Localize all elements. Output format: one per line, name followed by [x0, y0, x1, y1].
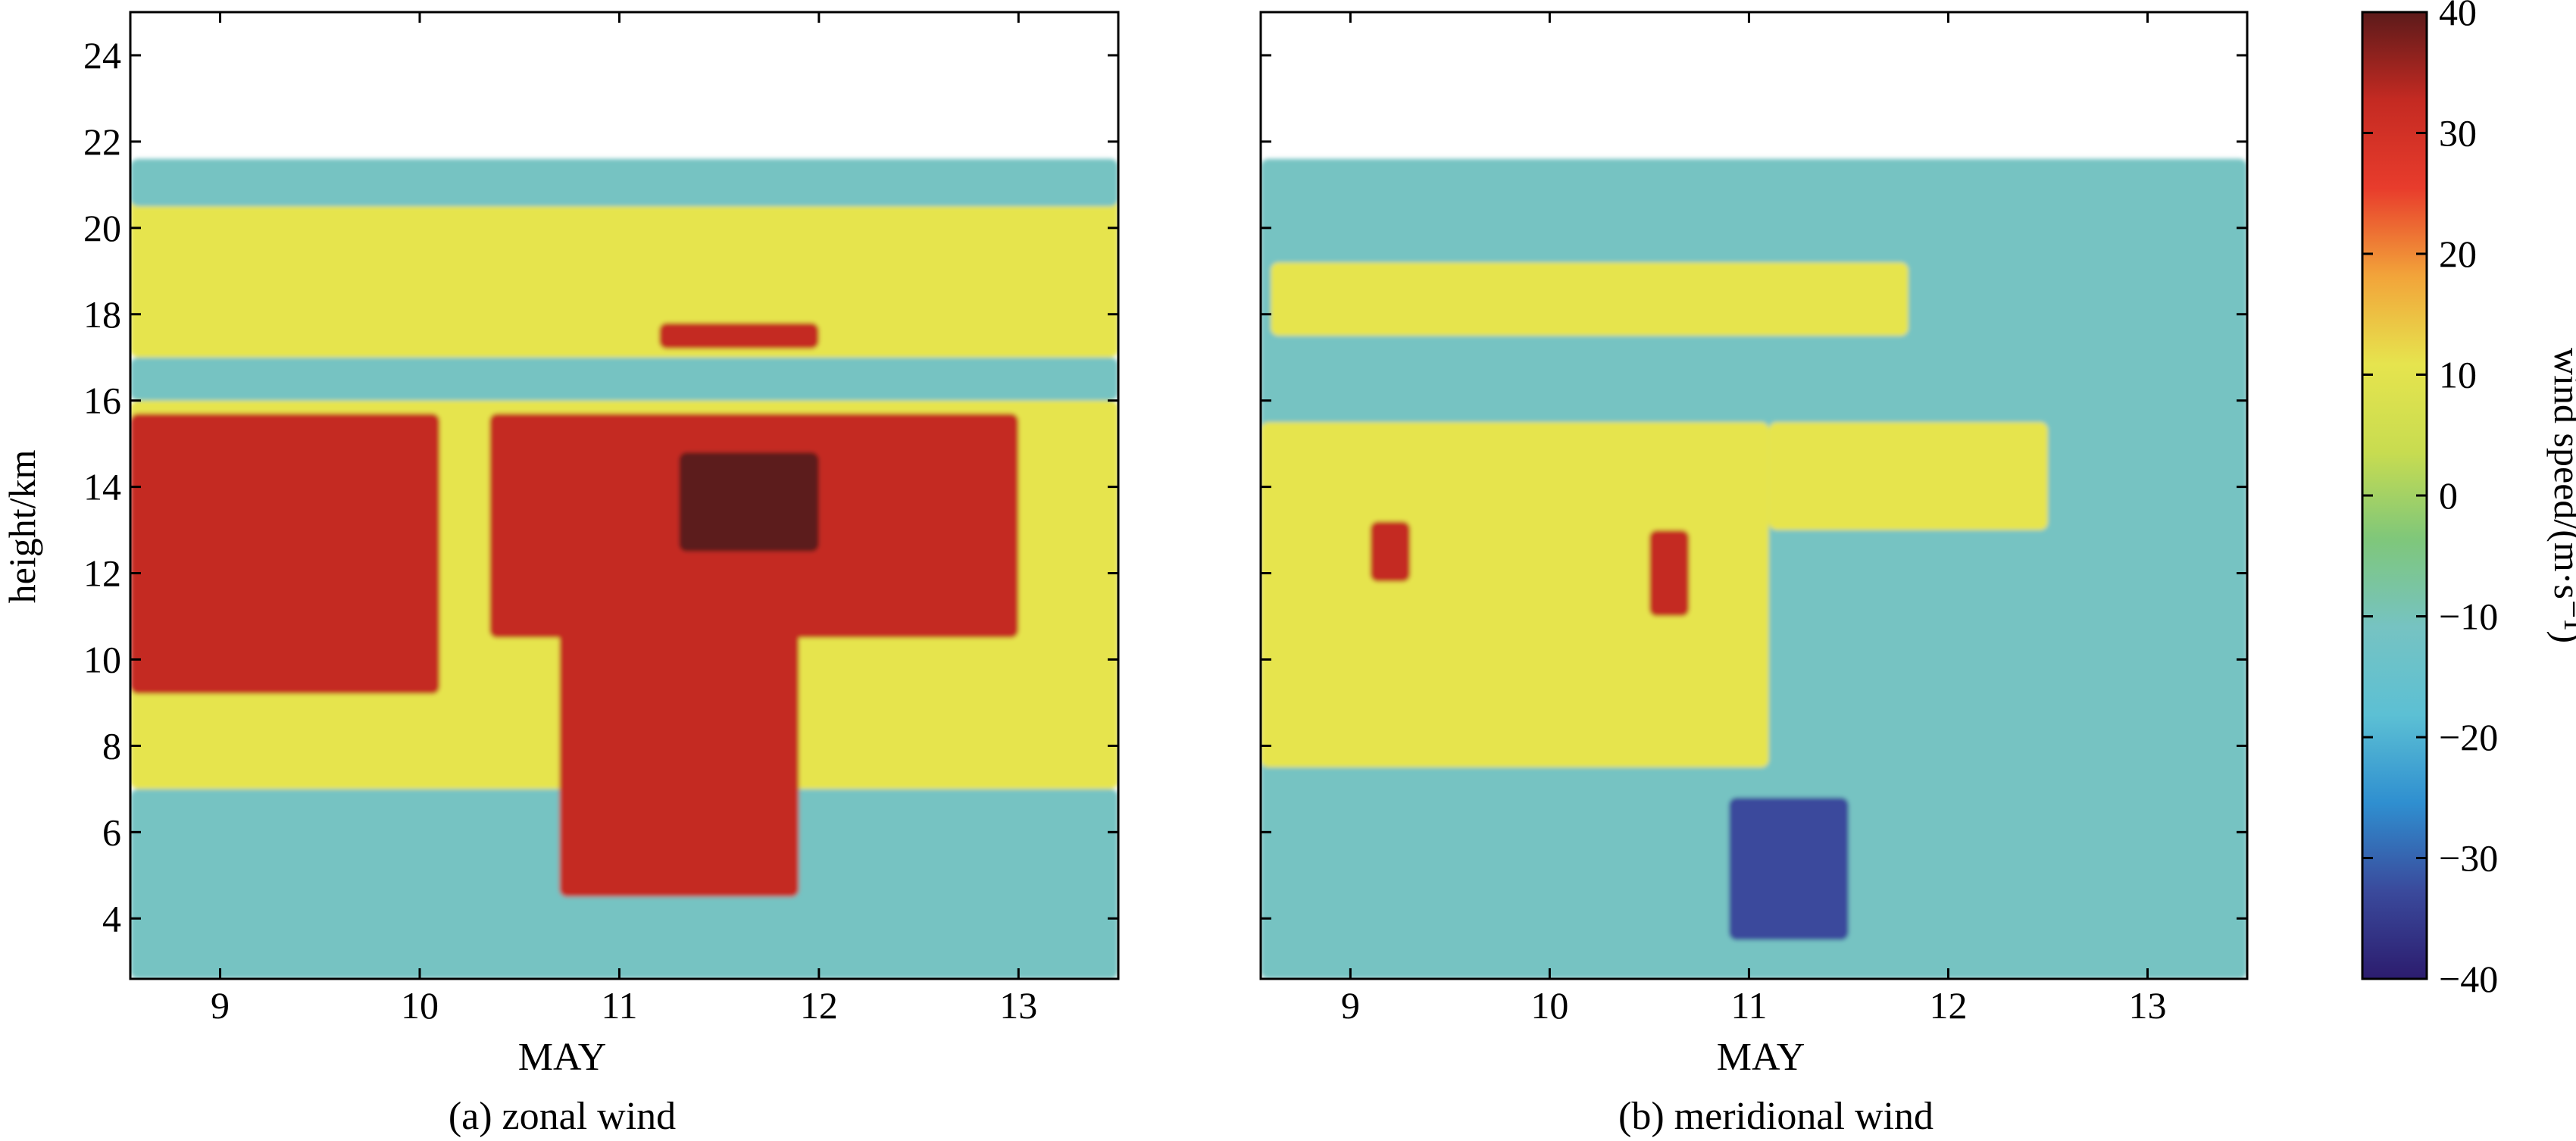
colorbar-tick-label: 30 [2439, 112, 2477, 155]
y-tick-label: 14 [83, 466, 121, 508]
x-tick-label: 11 [1730, 984, 1767, 1027]
y-tick-label: 18 [83, 293, 121, 336]
colorbar-tick-label: 20 [2439, 233, 2477, 275]
x-tick-label: 12 [1929, 984, 1967, 1027]
panel-b-axes: 9 10 11 12 13 [1259, 11, 2249, 1027]
x-tick-label: 11 [601, 984, 637, 1027]
wind-region [1261, 422, 1769, 767]
panel-a-x-axis-label: MAY [518, 1036, 607, 1079]
panel-a-y-axis-label: height/km [1, 450, 43, 604]
y-tick-label: 16 [83, 380, 121, 422]
wind-region [130, 357, 1118, 401]
x-tick-label: 13 [999, 984, 1037, 1027]
panel-b-x-axis-label: MAY [1717, 1036, 1805, 1079]
colorbar-tick-label: −30 [2439, 837, 2498, 880]
colorbar-tick-label: 0 [2439, 474, 2458, 517]
x-tick-label: 10 [401, 984, 439, 1027]
panel-a-caption: (a) zonal wind [449, 1095, 676, 1138]
colorbar-tick-label: 40 [2439, 0, 2477, 33]
y-tick-label: 10 [83, 638, 121, 680]
wind-region [559, 616, 799, 897]
wind-region [659, 323, 819, 349]
y-tick-label: 12 [83, 552, 121, 595]
y-tick-label: 22 [83, 120, 121, 163]
wind-region [1729, 797, 1849, 940]
wind-region [1271, 262, 1909, 336]
plot-frame [129, 11, 1120, 980]
panel-a-zonal-wind: 9 10 11 12 13 4 6 8 10 12 14 16 18 20 22 24 height/km M… [1, 11, 1120, 1138]
colorbar-tick-label: −20 [2439, 716, 2498, 758]
plot-frame [1259, 11, 2249, 980]
zonal-wind-field [130, 12, 1118, 979]
wind-region [679, 452, 819, 552]
x-tick-label: 9 [1341, 984, 1360, 1027]
colorbar-gradient [2362, 12, 2427, 979]
panel-b-meridional-wind: 9 10 11 12 13 MAY (b) meridional wind [1259, 11, 2249, 1138]
wind-region [130, 413, 440, 695]
x-tick-label: 9 [211, 984, 230, 1027]
y-tick-label: 24 [83, 34, 121, 77]
y-tick-label: 4 [102, 897, 121, 939]
colorbar-tick-label: 10 [2439, 354, 2477, 396]
colorbar-tick-label: −40 [2439, 958, 2498, 1000]
wind-region [1768, 422, 2048, 530]
x-tick-label: 13 [2128, 984, 2166, 1027]
x-tick-label: 12 [800, 984, 838, 1027]
panel-a-axes: 9 10 11 12 13 4 6 8 10 12 14 16 18 20 22 24 [83, 11, 1120, 1027]
y-tick-label: 20 [83, 207, 121, 249]
meridional-wind-field [1261, 12, 2247, 979]
wind-region [1370, 521, 1411, 582]
wind-region [130, 163, 1118, 358]
x-tick-label: 10 [1530, 984, 1568, 1027]
y-tick-label: 8 [102, 724, 121, 767]
panel-b-caption: (b) meridional wind [1618, 1095, 1934, 1138]
colorbar-label: wind speed/(m·s⁻¹) [2546, 348, 2576, 643]
colorbar: 40 30 20 10 0 −10 −20 −30 −40 wind speed/(m·s⁻¹) [2361, 0, 2576, 1000]
wind-region [1649, 530, 1690, 617]
colorbar-tick-label: −10 [2439, 596, 2498, 638]
colorbar-ticks: 40 30 20 10 0 −10 −20 −30 −40 [2362, 0, 2498, 1000]
wind-region [130, 158, 1118, 207]
y-tick-label: 6 [102, 811, 121, 853]
